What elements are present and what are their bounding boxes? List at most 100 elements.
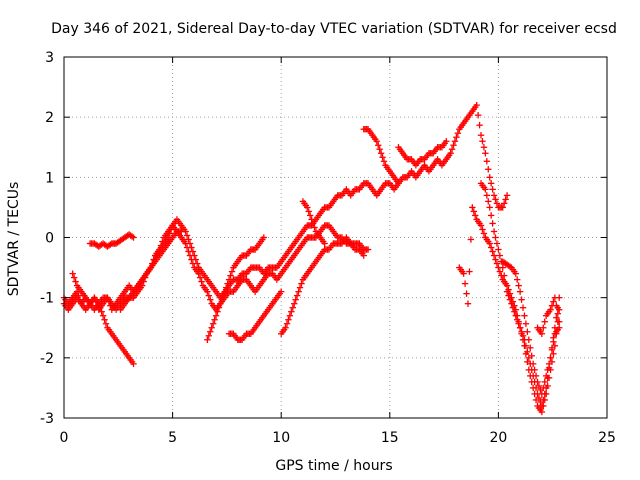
data-point — [512, 270, 519, 277]
data-point — [482, 150, 489, 157]
data-point — [107, 241, 114, 248]
data-point — [499, 264, 506, 271]
data-point — [506, 296, 514, 303]
data-point — [204, 288, 211, 295]
data-point — [225, 276, 233, 283]
x-tick-label: 0 — [60, 430, 69, 446]
data-point — [130, 360, 137, 368]
data-point — [128, 233, 136, 240]
data-point — [524, 328, 531, 335]
data-point — [198, 278, 205, 285]
data-point — [204, 336, 211, 343]
data-point — [157, 242, 165, 249]
data-point — [505, 292, 512, 299]
data-point — [477, 222, 485, 229]
data-point — [532, 372, 540, 380]
x-tick-label: 10 — [272, 430, 290, 446]
data-point — [489, 186, 496, 193]
data-point — [538, 390, 546, 398]
data-point — [535, 394, 543, 402]
data-point — [516, 324, 524, 331]
plot-frame — [63, 56, 608, 419]
data-point — [447, 150, 454, 157]
data-point — [460, 270, 467, 277]
data-point — [395, 180, 402, 187]
data-point — [286, 312, 294, 319]
data-point — [487, 212, 495, 219]
data-point — [99, 312, 107, 319]
data-point — [285, 316, 292, 323]
data-point — [209, 320, 217, 327]
data-point — [544, 366, 551, 374]
data-point — [540, 324, 547, 331]
data-point — [554, 310, 561, 317]
data-point — [492, 196, 499, 203]
axes: 0 5 10 15 20 25 -3 -2 -1 0 1 2 3 — [40, 50, 616, 446]
data-point — [480, 144, 488, 151]
data-point — [550, 338, 557, 345]
data-point — [518, 296, 525, 303]
data-point — [450, 142, 457, 149]
data-point — [553, 314, 560, 321]
data-point — [548, 346, 556, 354]
data-point — [540, 396, 547, 404]
data-point — [503, 288, 511, 295]
data-point — [556, 324, 563, 331]
data-point — [541, 318, 548, 325]
data-point — [553, 302, 560, 309]
data-point — [483, 158, 491, 165]
y-tick-label: -3 — [40, 411, 54, 427]
data-point — [493, 200, 501, 207]
data-point — [493, 260, 501, 267]
data-point — [541, 378, 548, 386]
data-point — [503, 192, 511, 199]
data-point — [283, 320, 291, 327]
y-tick-label: -1 — [40, 291, 54, 307]
data-point — [490, 228, 498, 235]
data-point — [502, 196, 509, 203]
y-tick-label: 1 — [45, 170, 54, 186]
x-axis-label: GPS time / hours — [275, 458, 392, 474]
data-point — [221, 288, 228, 295]
data-point — [556, 318, 563, 325]
data-point — [476, 121, 483, 129]
data-points — [60, 101, 563, 416]
data-point — [182, 240, 189, 247]
data-point — [487, 244, 495, 251]
data-point — [207, 296, 214, 303]
x-tick-label: 5 — [168, 430, 177, 446]
y-tick-label: 3 — [45, 50, 54, 66]
data-point — [376, 146, 383, 153]
data-point — [222, 284, 230, 291]
data-point — [479, 138, 486, 145]
data-point — [464, 300, 472, 307]
data-point — [102, 320, 110, 327]
data-point — [550, 350, 557, 358]
x-tick-label: 15 — [381, 430, 399, 446]
data-point — [211, 316, 218, 323]
data-point — [205, 292, 212, 299]
data-point — [514, 316, 521, 323]
data-point — [495, 246, 502, 253]
chart-title: Day 346 of 2021, Sidereal Day-to-day VTE… — [51, 21, 617, 37]
data-point — [485, 198, 492, 205]
data-point — [195, 270, 202, 277]
data-point — [540, 384, 547, 392]
data-point — [493, 240, 501, 247]
y-tick-label: 2 — [45, 110, 54, 126]
data-point — [373, 138, 380, 145]
data-point — [186, 252, 194, 259]
data-point — [538, 402, 546, 410]
x-tick-label: 20 — [489, 430, 507, 446]
data-point — [500, 272, 508, 279]
data-point — [278, 288, 285, 295]
data-point — [205, 332, 212, 339]
data-point — [512, 312, 519, 319]
data-point — [220, 292, 227, 299]
data-point — [289, 304, 296, 311]
data-point — [519, 332, 527, 339]
data-point — [305, 208, 312, 215]
data-point — [496, 268, 504, 275]
data-point — [377, 150, 385, 157]
data-point — [282, 324, 289, 331]
